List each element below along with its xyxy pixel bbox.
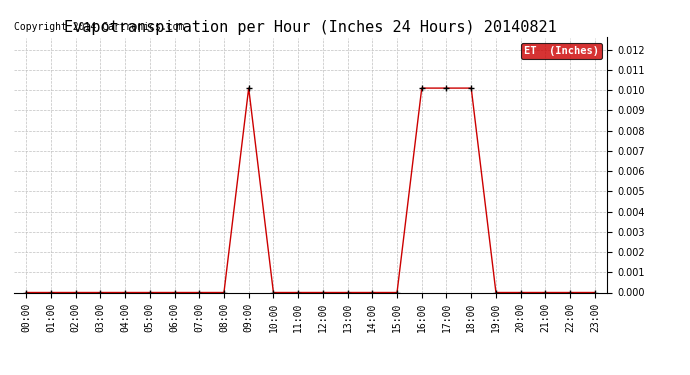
Legend: ET  (Inches): ET (Inches) (521, 43, 602, 59)
Text: Copyright 2014 Cartronics.com: Copyright 2014 Cartronics.com (14, 22, 184, 32)
Title: Evapotranspiration per Hour (Inches 24 Hours) 20140821: Evapotranspiration per Hour (Inches 24 H… (64, 20, 557, 35)
